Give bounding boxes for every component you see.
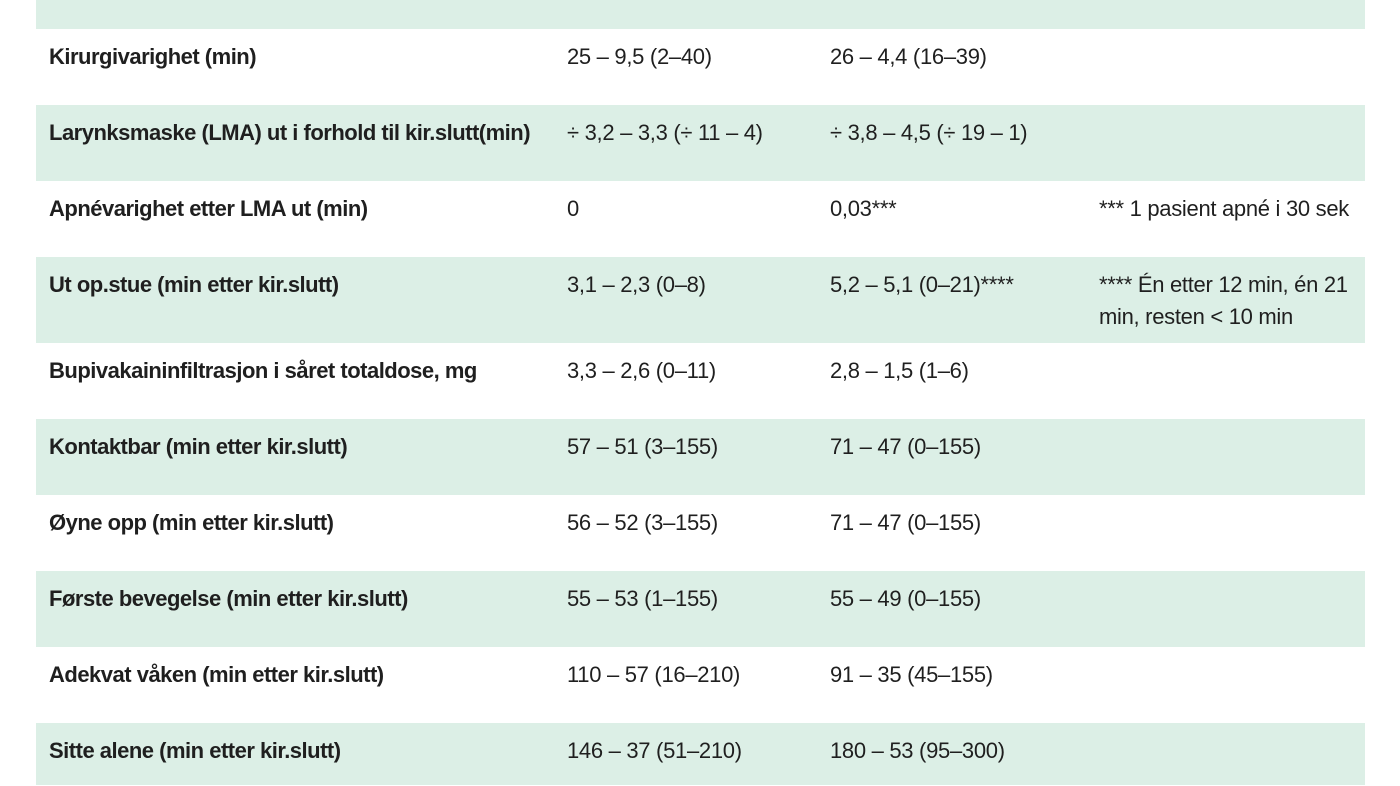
group1-value: 110 – 57 (16–210) xyxy=(567,662,741,687)
table-row: Sitte alene (min etter kir.slutt) 146 – … xyxy=(36,723,1365,785)
group2-value: 5,2 – 5,1 (0–21)**** xyxy=(830,272,1014,297)
table-row: Apnévarighet etter LMA ut (min) 0 0,03**… xyxy=(36,181,1365,257)
table-row: Adekvat våken (min etter kir.slutt) 110 … xyxy=(36,647,1365,723)
row-label: Apnévarighet etter LMA ut (min) xyxy=(49,196,368,221)
table-row: Første bevegelse (min etter kir.slutt) 5… xyxy=(36,571,1365,647)
group2-value: ÷ 3,8 – 4,5 (÷ 19 – 1) xyxy=(830,120,1028,145)
row-label: Øyne opp (min etter kir.slutt) xyxy=(49,510,334,535)
row-label: Første bevegelse (min etter kir.slutt) xyxy=(49,586,408,611)
group1-value: 3,1 – 2,3 (0–8) xyxy=(567,272,706,297)
group2-value: 55 – 49 (0–155) xyxy=(830,586,981,611)
row-label: Kontaktbar (min etter kir.slutt) xyxy=(49,434,348,459)
group1-value: 25 – 9,5 (2–40) xyxy=(567,44,712,69)
group2-value: 26 – 4,4 (16–39) xyxy=(830,44,987,69)
group2-value: 2,8 – 1,5 (1–6) xyxy=(830,358,969,383)
table-row: Kirurgivarighet (min) 25 – 9,5 (2–40) 26… xyxy=(36,29,1365,105)
row-label: Ut op.stue (min etter kir.slutt) xyxy=(49,272,339,297)
group1-value: ÷ 3,2 – 3,3 (÷ 11 – 4) xyxy=(567,120,763,145)
group2-value: 71 – 47 (0–155) xyxy=(830,510,981,535)
table-row: Larynksmaske (LMA) ut i forhold til kir.… xyxy=(36,105,1365,181)
row-label: Kirurgivarighet (min) xyxy=(49,44,257,69)
group1-value: 3,3 – 2,6 (0–11) xyxy=(567,358,716,383)
table-header-band xyxy=(36,0,1365,29)
row-note: **** Én etter 12 min, én 21 min, resten … xyxy=(1099,272,1348,329)
table-row: Øyne opp (min etter kir.slutt) 56 – 52 (… xyxy=(36,495,1365,571)
group1-value: 0 xyxy=(567,196,579,221)
group2-value: 91 – 35 (45–155) xyxy=(830,662,993,687)
group1-value: 146 – 37 (51–210) xyxy=(567,738,742,763)
group1-value: 56 – 52 (3–155) xyxy=(567,510,718,535)
group1-value: 57 – 51 (3–155) xyxy=(567,434,718,459)
results-table: Kirurgivarighet (min) 25 – 9,5 (2–40) 26… xyxy=(36,0,1365,785)
group2-value: 0,03*** xyxy=(830,196,897,221)
group2-value: 71 – 47 (0–155) xyxy=(830,434,981,459)
table-row: Bupivakaininfiltrasjon i såret totaldose… xyxy=(36,343,1365,419)
group2-value: 180 – 53 (95–300) xyxy=(830,738,1005,763)
row-label: Sitte alene (min etter kir.slutt) xyxy=(49,738,341,763)
row-label: Adekvat våken (min etter kir.slutt) xyxy=(49,662,384,687)
row-label: Bupivakaininfiltrasjon i såret totaldose… xyxy=(49,358,477,383)
table-row: Kontaktbar (min etter kir.slutt) 57 – 51… xyxy=(36,419,1365,495)
table-row: Ut op.stue (min etter kir.slutt) 3,1 – 2… xyxy=(36,257,1365,343)
row-note: *** 1 pasient apné i 30 sek xyxy=(1099,196,1349,221)
row-label: Larynksmaske (LMA) ut i forhold til kir.… xyxy=(49,120,531,145)
group1-value: 55 – 53 (1–155) xyxy=(567,586,718,611)
